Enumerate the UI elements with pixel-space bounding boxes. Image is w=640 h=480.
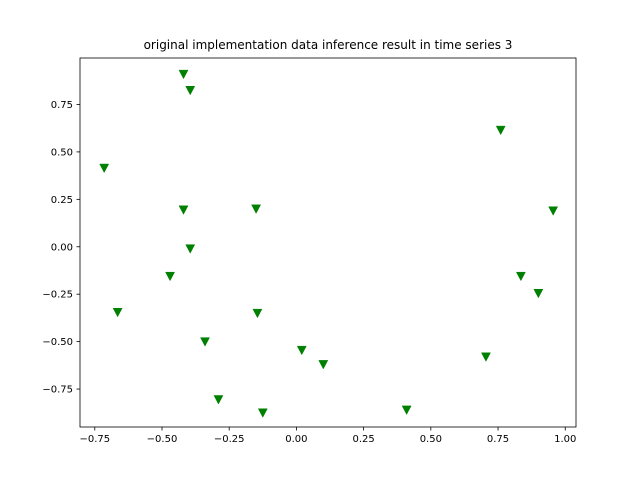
data-point-marker bbox=[185, 86, 196, 96]
x-tick-label: −0.25 bbox=[214, 434, 245, 445]
data-point-marker bbox=[318, 360, 329, 370]
x-tick-label: −0.75 bbox=[79, 434, 110, 445]
data-point-marker bbox=[185, 244, 196, 254]
data-point-marker bbox=[481, 352, 491, 362]
x-tick-label: 0.75 bbox=[487, 434, 509, 445]
data-point-marker bbox=[213, 395, 224, 405]
y-tick-label: 0.75 bbox=[51, 100, 73, 111]
data-point-marker bbox=[257, 408, 268, 418]
y-tick-label: 0.25 bbox=[51, 195, 73, 206]
y-tick-label: −0.50 bbox=[42, 337, 73, 348]
data-point-marker bbox=[200, 337, 210, 347]
chart-title: original implementation data inference r… bbox=[144, 38, 513, 52]
x-tick-label: −0.50 bbox=[147, 434, 178, 445]
plot-frame bbox=[79, 57, 577, 428]
data-point-marker bbox=[165, 271, 175, 282]
data-point-marker bbox=[178, 69, 189, 80]
y-tick-label: 0.00 bbox=[51, 242, 73, 253]
y-tick-label: 0.50 bbox=[51, 147, 73, 158]
x-tick-label: 0.00 bbox=[285, 434, 307, 445]
data-point-marker bbox=[99, 163, 110, 174]
data-point-marker bbox=[112, 307, 123, 318]
y-tick-label: −0.25 bbox=[42, 290, 73, 301]
y-tick-label: −0.75 bbox=[42, 385, 73, 396]
data-point-marker bbox=[533, 288, 544, 299]
data-point-marker bbox=[515, 271, 526, 282]
data-point-marker bbox=[178, 205, 189, 215]
data-point-marker bbox=[251, 204, 262, 214]
data-point-marker bbox=[401, 405, 412, 415]
data-points bbox=[99, 69, 559, 418]
data-point-marker bbox=[495, 125, 506, 136]
data-point-marker bbox=[296, 345, 307, 356]
x-tick-label: 1.00 bbox=[554, 434, 576, 445]
data-point-marker bbox=[252, 308, 263, 319]
y-axis-ticks: −0.75 −0.50 −0.25 0.00 0.25 0.50 0.75 bbox=[42, 100, 80, 396]
x-tick-label: 0.50 bbox=[420, 434, 442, 445]
x-tick-label: 0.25 bbox=[352, 434, 374, 445]
x-axis-ticks: −0.75 −0.50 −0.25 0.00 0.25 0.50 0.75 1.00 bbox=[79, 427, 576, 445]
data-point-marker bbox=[548, 206, 559, 216]
